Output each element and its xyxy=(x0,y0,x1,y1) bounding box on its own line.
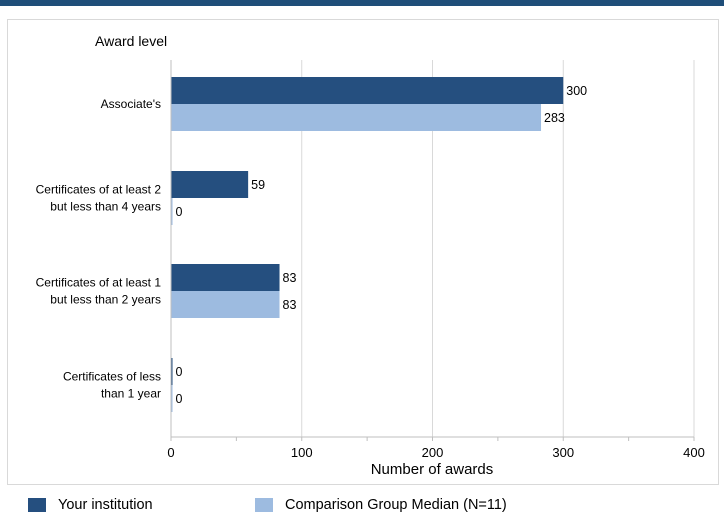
legend-item-your-institution: Your institution xyxy=(28,497,153,513)
data-label-s1-c2: 83 xyxy=(283,298,297,312)
x-axis-title: Number of awards xyxy=(371,461,494,478)
bar-s0-c2 xyxy=(171,264,280,291)
legend-swatch-your-institution xyxy=(28,498,46,512)
labels: 0 100 200 300 400 300 59 83 0 283 0 83 0 Associate's C… xyxy=(36,84,705,460)
category-label-1-line-0: Certificates of at least 2 xyxy=(36,183,162,197)
y-axis-title: Award level xyxy=(95,33,167,49)
category-label-0-line-0: Associate's xyxy=(101,97,161,111)
data-label-s1-c0: 283 xyxy=(544,111,565,125)
x-tick-label-100: 100 xyxy=(291,445,313,460)
legend: Your institution Comparison Group Median… xyxy=(0,493,724,516)
category-label-1-line-1: but less than 4 years xyxy=(50,200,161,214)
data-label-s1-c1: 0 xyxy=(176,205,183,219)
data-label-s0-c0: 300 xyxy=(566,84,587,98)
legend-swatch-comparison-group xyxy=(255,498,273,512)
x-tick-label-300: 300 xyxy=(552,445,574,460)
data-label-s0-c2: 83 xyxy=(283,271,297,285)
x-tick-label-200: 200 xyxy=(422,445,444,460)
x-tick-label-400: 400 xyxy=(683,445,705,460)
data-label-s1-c3: 0 xyxy=(176,392,183,406)
data-label-s0-c3: 0 xyxy=(176,365,183,379)
category-label-3-line-0: Certificates of less xyxy=(63,370,161,384)
bar-s0-c1 xyxy=(171,171,248,198)
category-label-2-line-0: Certificates of at least 1 xyxy=(36,276,162,290)
legend-label-your-institution: Your institution xyxy=(58,497,153,513)
bars xyxy=(171,77,563,412)
bar-s1-c2 xyxy=(171,291,280,318)
legend-label-comparison-group: Comparison Group Median (N=11) xyxy=(285,497,507,513)
category-label-2-line-1: but less than 2 years xyxy=(50,293,161,307)
category-label-3-line-1: than 1 year xyxy=(101,387,161,401)
bar-chart: 0 100 200 300 400 300 59 83 0 283 0 83 0 Associate's C… xyxy=(0,0,724,493)
x-tick-label-0: 0 xyxy=(167,445,174,460)
data-label-s0-c1: 59 xyxy=(251,178,265,192)
legend-item-comparison-group: Comparison Group Median (N=11) xyxy=(255,497,507,513)
bar-s0-c0 xyxy=(171,77,563,104)
bar-s1-c0 xyxy=(171,104,541,131)
